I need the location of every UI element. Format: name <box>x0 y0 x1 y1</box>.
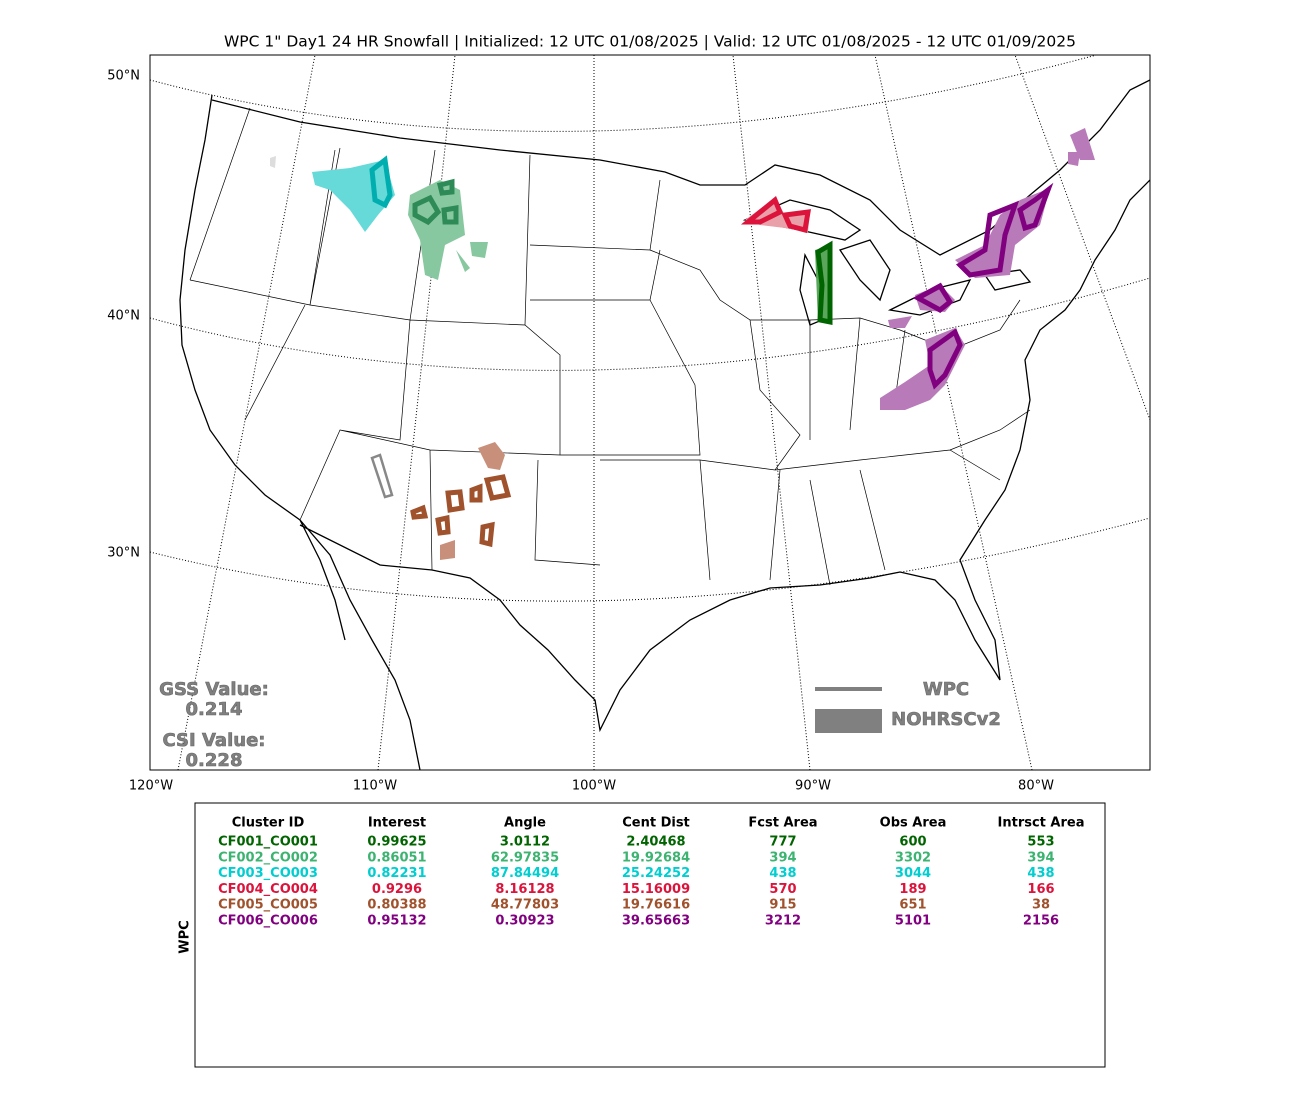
meridian <box>732 55 811 770</box>
table-cell: 0.30923 <box>495 914 554 929</box>
obs-area <box>880 128 1095 410</box>
table-cell: CF005_CO005 <box>218 898 318 913</box>
table-cell: 570 <box>769 882 796 897</box>
coastline <box>179 94 1150 770</box>
lat-label: 30°N <box>107 546 140 561</box>
table-cell: 0.9296 <box>372 882 422 897</box>
table-cell: 394 <box>769 850 796 865</box>
obs-area <box>408 180 488 280</box>
obs-area <box>440 442 505 560</box>
great-lakes <box>742 199 1032 326</box>
table-cell: 0.82231 <box>367 866 426 881</box>
stats-table: WPC Cluster ID Interest Angle Cent Dist Fcst… <box>178 802 1106 1068</box>
table-cell: 3044 <box>895 866 931 881</box>
table-cell: 0.80388 <box>367 898 426 913</box>
table-cell: 0.95132 <box>367 914 426 929</box>
table-cell: CF004_CO004 <box>218 882 318 897</box>
state-lines <box>189 107 1031 586</box>
table-side-label: WPC <box>178 920 193 953</box>
table-cell: 39.65663 <box>622 914 690 929</box>
legend-label: NOHRSCv2 <box>891 709 1001 730</box>
parallel <box>150 517 1150 602</box>
lon-label: 100°W <box>572 779 616 794</box>
table-cell: 394 <box>1027 850 1054 865</box>
table-cell: 553 <box>1027 835 1054 850</box>
score-value: 0.214 <box>186 699 243 720</box>
meridian <box>377 55 456 770</box>
table-cell: 48.77803 <box>491 898 559 913</box>
table-cell: CF003_CO003 <box>218 866 318 881</box>
table-cell: 15.16009 <box>622 882 690 897</box>
obs-area <box>270 156 276 168</box>
legend-label: WPC <box>923 679 969 700</box>
column-header: Fcst Area <box>748 816 817 831</box>
table-cell: 600 <box>899 835 926 850</box>
column-header: Cluster ID <box>232 816 305 831</box>
table-cell: 166 <box>1027 882 1054 897</box>
table-cell: 915 <box>769 898 796 913</box>
parallel <box>150 55 1099 132</box>
forecast-areas <box>369 155 1054 548</box>
table-cell: 777 <box>769 835 796 850</box>
table-frame <box>194 802 1106 1068</box>
parallel <box>150 277 1150 371</box>
table-cell: 2156 <box>1023 914 1059 929</box>
meridian <box>177 55 316 770</box>
table-cell: 62.97835 <box>491 850 559 865</box>
lat-label: 40°N <box>107 309 140 324</box>
meridian <box>874 55 1033 770</box>
table-cell: CF001_CO001 <box>218 835 318 850</box>
obs-area <box>312 160 395 232</box>
score-label: GSS Value: <box>159 679 269 700</box>
column-header: Intrsct Area <box>998 816 1085 831</box>
column-header: Angle <box>504 816 546 831</box>
score-label: CSI Value: <box>163 730 266 751</box>
table-cell: 0.86051 <box>367 850 426 865</box>
table-cell: CF002_CO002 <box>218 850 318 865</box>
table-cell: 19.76616 <box>622 898 690 913</box>
legend-swatch <box>815 709 882 733</box>
lon-label: 80°W <box>1018 779 1054 794</box>
table-cell: 3302 <box>895 850 931 865</box>
map-frame <box>149 54 1151 771</box>
table-cell: 19.92684 <box>622 850 690 865</box>
table-cell: 438 <box>1027 866 1054 881</box>
table-cell: 0.99625 <box>367 835 426 850</box>
lon-label: 90°W <box>795 779 831 794</box>
fcst-area <box>410 474 512 548</box>
observed-areas <box>270 128 1095 560</box>
table-cell: 25.24252 <box>622 866 690 881</box>
lon-label: 110°W <box>353 779 397 794</box>
table-cell: 189 <box>899 882 926 897</box>
column-header: Cent Dist <box>622 816 690 831</box>
table-cell: 3.0112 <box>500 835 550 850</box>
table-cell: 3212 <box>765 914 801 929</box>
column-header: Interest <box>368 816 426 831</box>
table-cell: 2.40468 <box>626 835 685 850</box>
map: 50°N 40°N 30°N 120°W 110°W 100°W 90°W 80… <box>107 54 1151 794</box>
table-cell: 8.16128 <box>495 882 554 897</box>
lat-label: 50°N <box>107 69 140 84</box>
score-value: 0.228 <box>186 750 243 771</box>
column-header: Obs Area <box>880 816 947 831</box>
meridian <box>1014 55 1150 421</box>
title: WPC 1" Day1 24 HR Snowfall | Initialized… <box>224 33 1076 51</box>
table-cell: CF006_CO006 <box>218 914 318 929</box>
table-cell: 87.84494 <box>491 866 559 881</box>
table-cell: 651 <box>899 898 926 913</box>
lon-label: 120°W <box>129 779 173 794</box>
fcst-area <box>370 453 394 499</box>
table-cell: 5101 <box>895 914 931 929</box>
table-cell: 438 <box>769 866 796 881</box>
table-cell: 38 <box>1032 898 1050 913</box>
